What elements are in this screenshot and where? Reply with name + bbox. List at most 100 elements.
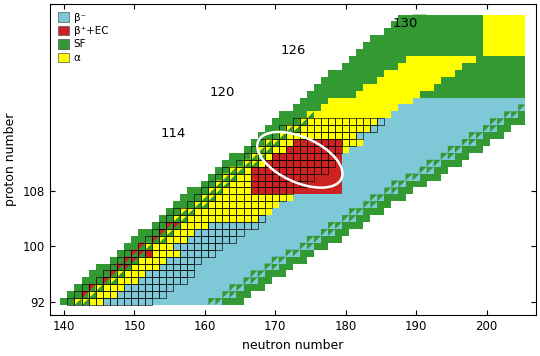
Bar [244, 208, 251, 215]
Bar [222, 291, 230, 298]
Bar [328, 139, 335, 146]
Bar [490, 70, 497, 77]
Polygon shape [328, 229, 335, 236]
Polygon shape [469, 139, 476, 146]
Bar [265, 146, 272, 153]
Bar [399, 49, 406, 56]
Bar [251, 215, 258, 222]
Bar [307, 111, 314, 118]
Bar [335, 118, 342, 125]
Bar [124, 250, 131, 257]
Bar [448, 84, 455, 91]
Bar [518, 91, 525, 98]
Bar [399, 118, 406, 125]
Bar [490, 56, 497, 63]
Polygon shape [469, 139, 476, 146]
Bar [138, 229, 145, 236]
Bar [152, 277, 159, 284]
Bar [145, 291, 152, 298]
Bar [321, 222, 328, 229]
Bar [293, 125, 300, 132]
Bar [448, 132, 455, 139]
Bar [483, 139, 490, 146]
Bar [314, 98, 321, 104]
Bar [279, 222, 286, 229]
Bar [215, 222, 222, 229]
Bar [258, 263, 265, 271]
Bar [307, 194, 314, 201]
Bar [124, 291, 131, 298]
Bar [384, 111, 391, 118]
Bar [272, 236, 279, 243]
Bar [455, 111, 462, 118]
Bar [413, 91, 420, 98]
Bar [187, 263, 194, 271]
Bar [490, 49, 497, 56]
Bar [307, 118, 314, 125]
Bar [166, 257, 173, 263]
Bar [230, 208, 237, 215]
Bar [349, 215, 356, 222]
Bar [237, 194, 244, 201]
Bar [237, 257, 244, 263]
Bar [244, 180, 251, 188]
Bar [392, 84, 399, 91]
Bar [222, 201, 230, 208]
Bar [145, 298, 152, 305]
Bar [166, 271, 173, 277]
Bar [307, 139, 314, 146]
Bar [363, 42, 370, 49]
Bar [349, 91, 356, 98]
Polygon shape [406, 21, 413, 28]
Bar [293, 146, 300, 153]
Bar [497, 63, 504, 70]
Bar [321, 188, 328, 194]
Bar [286, 188, 293, 194]
Bar [279, 111, 286, 118]
Bar [103, 298, 110, 305]
Bar [384, 188, 391, 194]
Bar [420, 180, 427, 188]
Bar [314, 111, 321, 118]
Bar [265, 271, 272, 277]
Bar [300, 222, 307, 229]
Bar [518, 21, 525, 28]
Bar [215, 236, 222, 243]
Bar [159, 229, 166, 236]
Bar [173, 222, 180, 229]
Bar [427, 167, 434, 174]
Polygon shape [215, 188, 222, 194]
Bar [328, 146, 335, 153]
Bar [363, 188, 370, 194]
Bar [201, 194, 208, 201]
Bar [469, 28, 476, 35]
Bar [476, 15, 483, 21]
Bar [328, 215, 335, 222]
Bar [342, 160, 349, 167]
Bar [370, 188, 377, 194]
Bar [279, 174, 286, 180]
Bar [328, 201, 335, 208]
Bar [180, 291, 187, 298]
Polygon shape [166, 222, 173, 229]
Bar [173, 271, 180, 277]
Bar [399, 104, 406, 111]
Bar [117, 298, 124, 305]
Bar [208, 208, 215, 215]
Bar [518, 70, 525, 77]
Bar [469, 104, 476, 111]
Bar [462, 49, 469, 56]
Bar [258, 180, 265, 188]
Bar [89, 284, 96, 291]
Bar [370, 180, 377, 188]
Polygon shape [237, 284, 244, 291]
Bar [244, 229, 251, 236]
Bar [420, 49, 427, 56]
Bar [511, 56, 518, 63]
Bar [420, 42, 427, 49]
Polygon shape [335, 222, 342, 229]
Bar [370, 125, 377, 132]
Bar [272, 132, 279, 139]
Bar [455, 84, 462, 91]
Polygon shape [230, 284, 237, 291]
